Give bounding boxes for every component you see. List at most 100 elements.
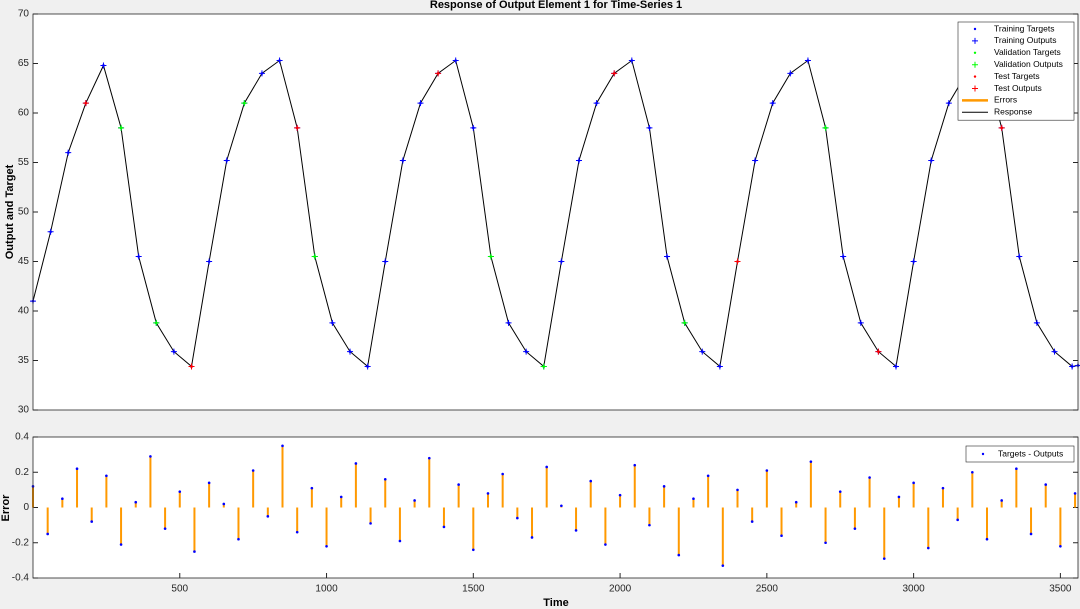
legend-label: Training Outputs bbox=[994, 35, 1057, 45]
x-tick-label: 2000 bbox=[609, 584, 632, 595]
plus-marker bbox=[135, 253, 142, 260]
plus-marker bbox=[787, 70, 794, 77]
dot-marker bbox=[369, 522, 372, 525]
dot-marker bbox=[736, 488, 739, 492]
dot-marker bbox=[648, 523, 651, 527]
legend-swatch bbox=[973, 75, 977, 78]
dot-marker bbox=[941, 486, 945, 490]
dot-marker bbox=[105, 474, 108, 478]
dot-marker bbox=[1044, 483, 1048, 486]
plus-marker bbox=[1033, 319, 1040, 326]
x-tick-label: 500 bbox=[171, 584, 188, 595]
legend-box bbox=[957, 21, 1075, 121]
dot-marker bbox=[1059, 544, 1062, 548]
plus-marker bbox=[945, 100, 952, 107]
dot-marker bbox=[486, 492, 490, 495]
y-tick-label: 60 bbox=[18, 108, 30, 119]
dot-marker bbox=[75, 467, 79, 471]
dot-marker bbox=[207, 481, 211, 485]
y-tick-label: 35 bbox=[18, 355, 30, 366]
plus-marker bbox=[118, 124, 125, 131]
plus-marker bbox=[382, 258, 389, 265]
plus-marker bbox=[311, 253, 318, 260]
legend-box bbox=[965, 445, 1075, 463]
plus-marker bbox=[258, 70, 265, 77]
dot-marker bbox=[912, 481, 915, 485]
plus-marker bbox=[399, 157, 406, 164]
plus-marker bbox=[664, 253, 671, 260]
dot-marker bbox=[853, 527, 857, 530]
plus-marker bbox=[470, 124, 477, 131]
plus-marker bbox=[294, 124, 301, 131]
dot-marker bbox=[750, 520, 754, 523]
y-tick-label: 65 bbox=[18, 58, 30, 69]
dot-marker bbox=[339, 495, 343, 499]
legend-swatch bbox=[972, 61, 978, 68]
dot-marker bbox=[985, 537, 989, 541]
x-tick-label: 2500 bbox=[756, 584, 779, 595]
dot-marker bbox=[692, 497, 695, 500]
legend-swatch bbox=[973, 51, 977, 54]
plus-marker bbox=[170, 348, 177, 355]
dot-marker bbox=[882, 557, 886, 560]
x-tick-label: 3000 bbox=[902, 584, 925, 595]
plus-marker bbox=[347, 348, 354, 355]
dot-marker bbox=[310, 486, 314, 490]
plus-marker bbox=[840, 253, 847, 260]
y-tick-label: 70 bbox=[18, 9, 30, 20]
dot-marker bbox=[824, 541, 827, 545]
plus-marker bbox=[804, 57, 811, 64]
plus-marker bbox=[452, 57, 459, 64]
chart-title: Response of Output Element 1 for Time-Se… bbox=[430, 0, 682, 11]
plus-marker bbox=[893, 363, 900, 370]
plot-area bbox=[33, 437, 1078, 578]
dot-marker bbox=[472, 548, 475, 552]
dot-marker bbox=[794, 500, 798, 504]
legend-swatch bbox=[973, 27, 977, 31]
plus-marker bbox=[100, 62, 107, 69]
dot-marker bbox=[868, 476, 871, 479]
plus-marker bbox=[1051, 348, 1058, 355]
plus-marker bbox=[575, 157, 582, 164]
dot-marker bbox=[604, 543, 607, 546]
plus-marker bbox=[716, 363, 723, 370]
dot-marker bbox=[956, 518, 959, 522]
plus-marker bbox=[998, 124, 1005, 131]
plus-marker bbox=[523, 348, 530, 355]
dot-marker bbox=[706, 474, 710, 478]
dot-marker bbox=[354, 462, 358, 465]
plus-marker bbox=[928, 157, 935, 164]
dot-marker bbox=[971, 470, 974, 474]
legend-label: Test Targets bbox=[994, 71, 1040, 81]
legend-swatch bbox=[972, 37, 978, 44]
plus-marker bbox=[822, 124, 829, 131]
plus-marker bbox=[223, 157, 230, 164]
x-tick-label: 1000 bbox=[315, 584, 338, 595]
x-tick-label: 1500 bbox=[462, 584, 485, 595]
dot-marker bbox=[618, 493, 622, 497]
dot-marker bbox=[574, 529, 578, 532]
plus-marker bbox=[875, 348, 882, 355]
plus-marker bbox=[364, 363, 371, 370]
dot-marker bbox=[1015, 467, 1018, 471]
dot-marker bbox=[222, 502, 226, 506]
plus-marker bbox=[752, 157, 759, 164]
y-tick-label: -0.4 bbox=[12, 573, 30, 584]
y-axis-label: Error bbox=[0, 494, 12, 522]
y-tick-label: 0 bbox=[23, 502, 29, 513]
dot-marker bbox=[383, 478, 387, 481]
plus-marker bbox=[611, 70, 618, 77]
dot-marker bbox=[589, 479, 593, 483]
plus-marker bbox=[646, 124, 653, 131]
legend: Targets - Outputs bbox=[965, 445, 1075, 463]
dot-marker bbox=[266, 515, 270, 518]
dot-marker bbox=[501, 472, 504, 476]
plot-area bbox=[33, 14, 1078, 410]
plus-marker bbox=[910, 258, 917, 265]
y-axis-label: Output and Target bbox=[4, 164, 16, 259]
plus-marker bbox=[628, 57, 635, 64]
plus-marker bbox=[188, 363, 195, 370]
dot-marker bbox=[1029, 532, 1033, 536]
y-tick-label: 45 bbox=[18, 256, 30, 267]
